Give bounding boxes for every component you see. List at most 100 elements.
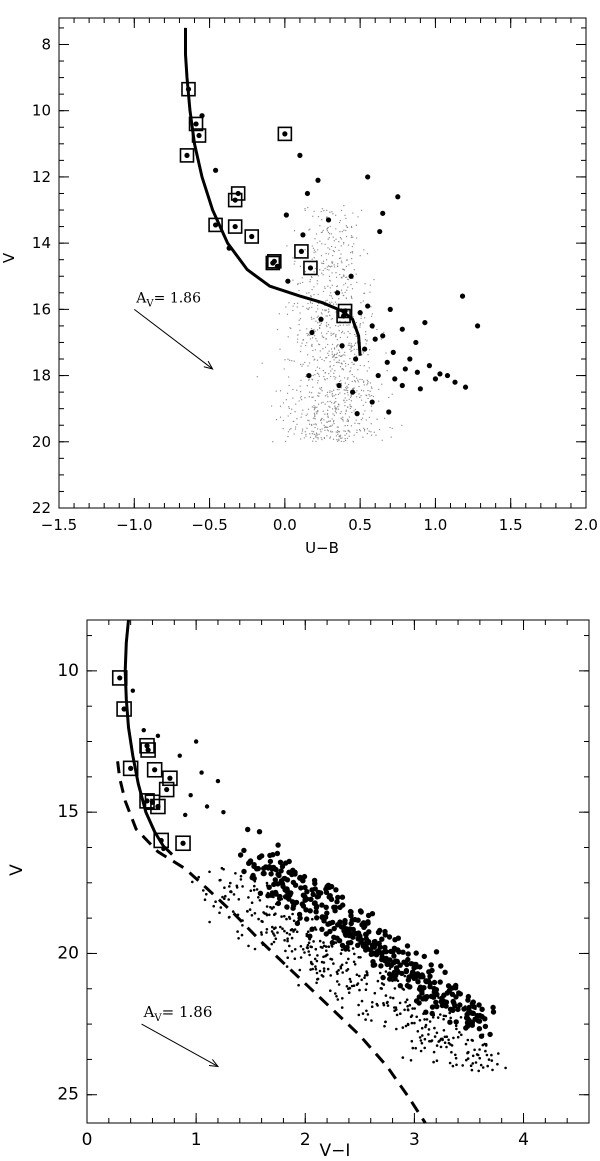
field-star — [359, 396, 361, 399]
bright-star — [404, 982, 411, 989]
bright-star — [427, 984, 433, 990]
bright-star — [325, 921, 331, 927]
field-star — [360, 317, 362, 320]
faint-star — [218, 911, 221, 915]
field-star — [344, 291, 346, 294]
field-star — [329, 314, 331, 317]
field-star — [338, 359, 340, 361]
field-star — [313, 409, 316, 411]
field-star — [331, 431, 334, 433]
field-star — [306, 328, 308, 330]
field-star — [309, 302, 312, 304]
faint-star — [236, 930, 239, 933]
field-star — [319, 387, 321, 389]
member-stars — [179, 81, 353, 324]
faint-star — [336, 998, 340, 1001]
field-star — [327, 420, 330, 422]
bright-star — [459, 293, 466, 299]
field-star — [351, 380, 353, 383]
bright-star — [325, 217, 332, 223]
field-star — [313, 417, 315, 419]
field-star — [321, 243, 323, 245]
field-star — [370, 315, 373, 317]
x-tick-label: −1.5 — [41, 516, 77, 534]
field-star — [283, 368, 285, 370]
field-star — [335, 361, 338, 364]
faint-star — [250, 901, 254, 904]
field-star — [317, 373, 320, 375]
bright-star — [304, 889, 310, 895]
faint-star — [221, 895, 224, 899]
faint-star — [280, 915, 283, 918]
field-star — [342, 416, 344, 418]
field-star — [328, 233, 331, 235]
faint-star — [276, 931, 279, 934]
bright-star — [444, 372, 451, 379]
faint-star — [429, 1039, 433, 1043]
bright-star — [335, 894, 341, 901]
field-star — [313, 286, 315, 288]
field-star — [346, 424, 349, 427]
field-star — [352, 363, 354, 365]
faint-star — [327, 945, 331, 948]
field-star — [365, 343, 367, 345]
field-star — [351, 250, 353, 253]
field-star — [349, 405, 351, 408]
faint-star — [485, 1053, 489, 1057]
field-star — [334, 378, 336, 380]
bright-star — [408, 961, 415, 967]
field-star — [320, 402, 323, 404]
bright-star — [391, 953, 397, 959]
field-star — [344, 430, 346, 432]
field-star — [343, 205, 345, 207]
field-star — [359, 255, 361, 257]
field-star — [310, 423, 313, 426]
field-star — [304, 208, 306, 210]
field-star — [347, 387, 349, 389]
bright-star — [453, 1019, 459, 1025]
field-star — [390, 436, 392, 438]
field-star — [314, 369, 317, 372]
field-star — [287, 415, 289, 417]
field-star — [307, 419, 309, 421]
field-star — [317, 215, 320, 218]
member-star — [167, 775, 173, 781]
bright-star — [271, 865, 277, 871]
field-star — [350, 394, 352, 396]
field-star — [317, 322, 319, 324]
faint-star — [454, 1056, 458, 1060]
faint-star — [305, 932, 309, 936]
field-star — [340, 238, 343, 240]
field-star — [294, 428, 297, 430]
faint-star — [309, 968, 312, 971]
bright-star — [413, 998, 420, 1004]
field-star — [367, 389, 369, 392]
faint-star — [433, 1026, 436, 1030]
field-star — [320, 332, 323, 334]
field-star — [342, 420, 344, 422]
field-star — [345, 224, 347, 227]
faint-star — [479, 1063, 483, 1067]
field-star — [300, 395, 302, 398]
field-star — [327, 415, 329, 417]
field-star — [305, 344, 307, 347]
field-star — [340, 289, 343, 291]
field-star — [313, 437, 315, 440]
bright-star — [466, 1004, 472, 1011]
field-star — [300, 416, 302, 418]
field-star — [348, 398, 350, 400]
field-star — [301, 277, 303, 279]
field-star — [326, 413, 329, 415]
field-star — [334, 410, 336, 412]
bright-star — [437, 371, 443, 377]
field-star — [358, 423, 361, 425]
field-star — [346, 385, 348, 387]
faint-star — [497, 1052, 500, 1055]
field-star — [322, 369, 324, 372]
bright-star — [346, 932, 352, 939]
field-star — [323, 424, 325, 427]
reddening-vector: AV= 1.86 — [141, 1003, 220, 1068]
faint-star — [239, 874, 243, 878]
field-star — [325, 315, 327, 317]
field-star — [334, 301, 337, 303]
